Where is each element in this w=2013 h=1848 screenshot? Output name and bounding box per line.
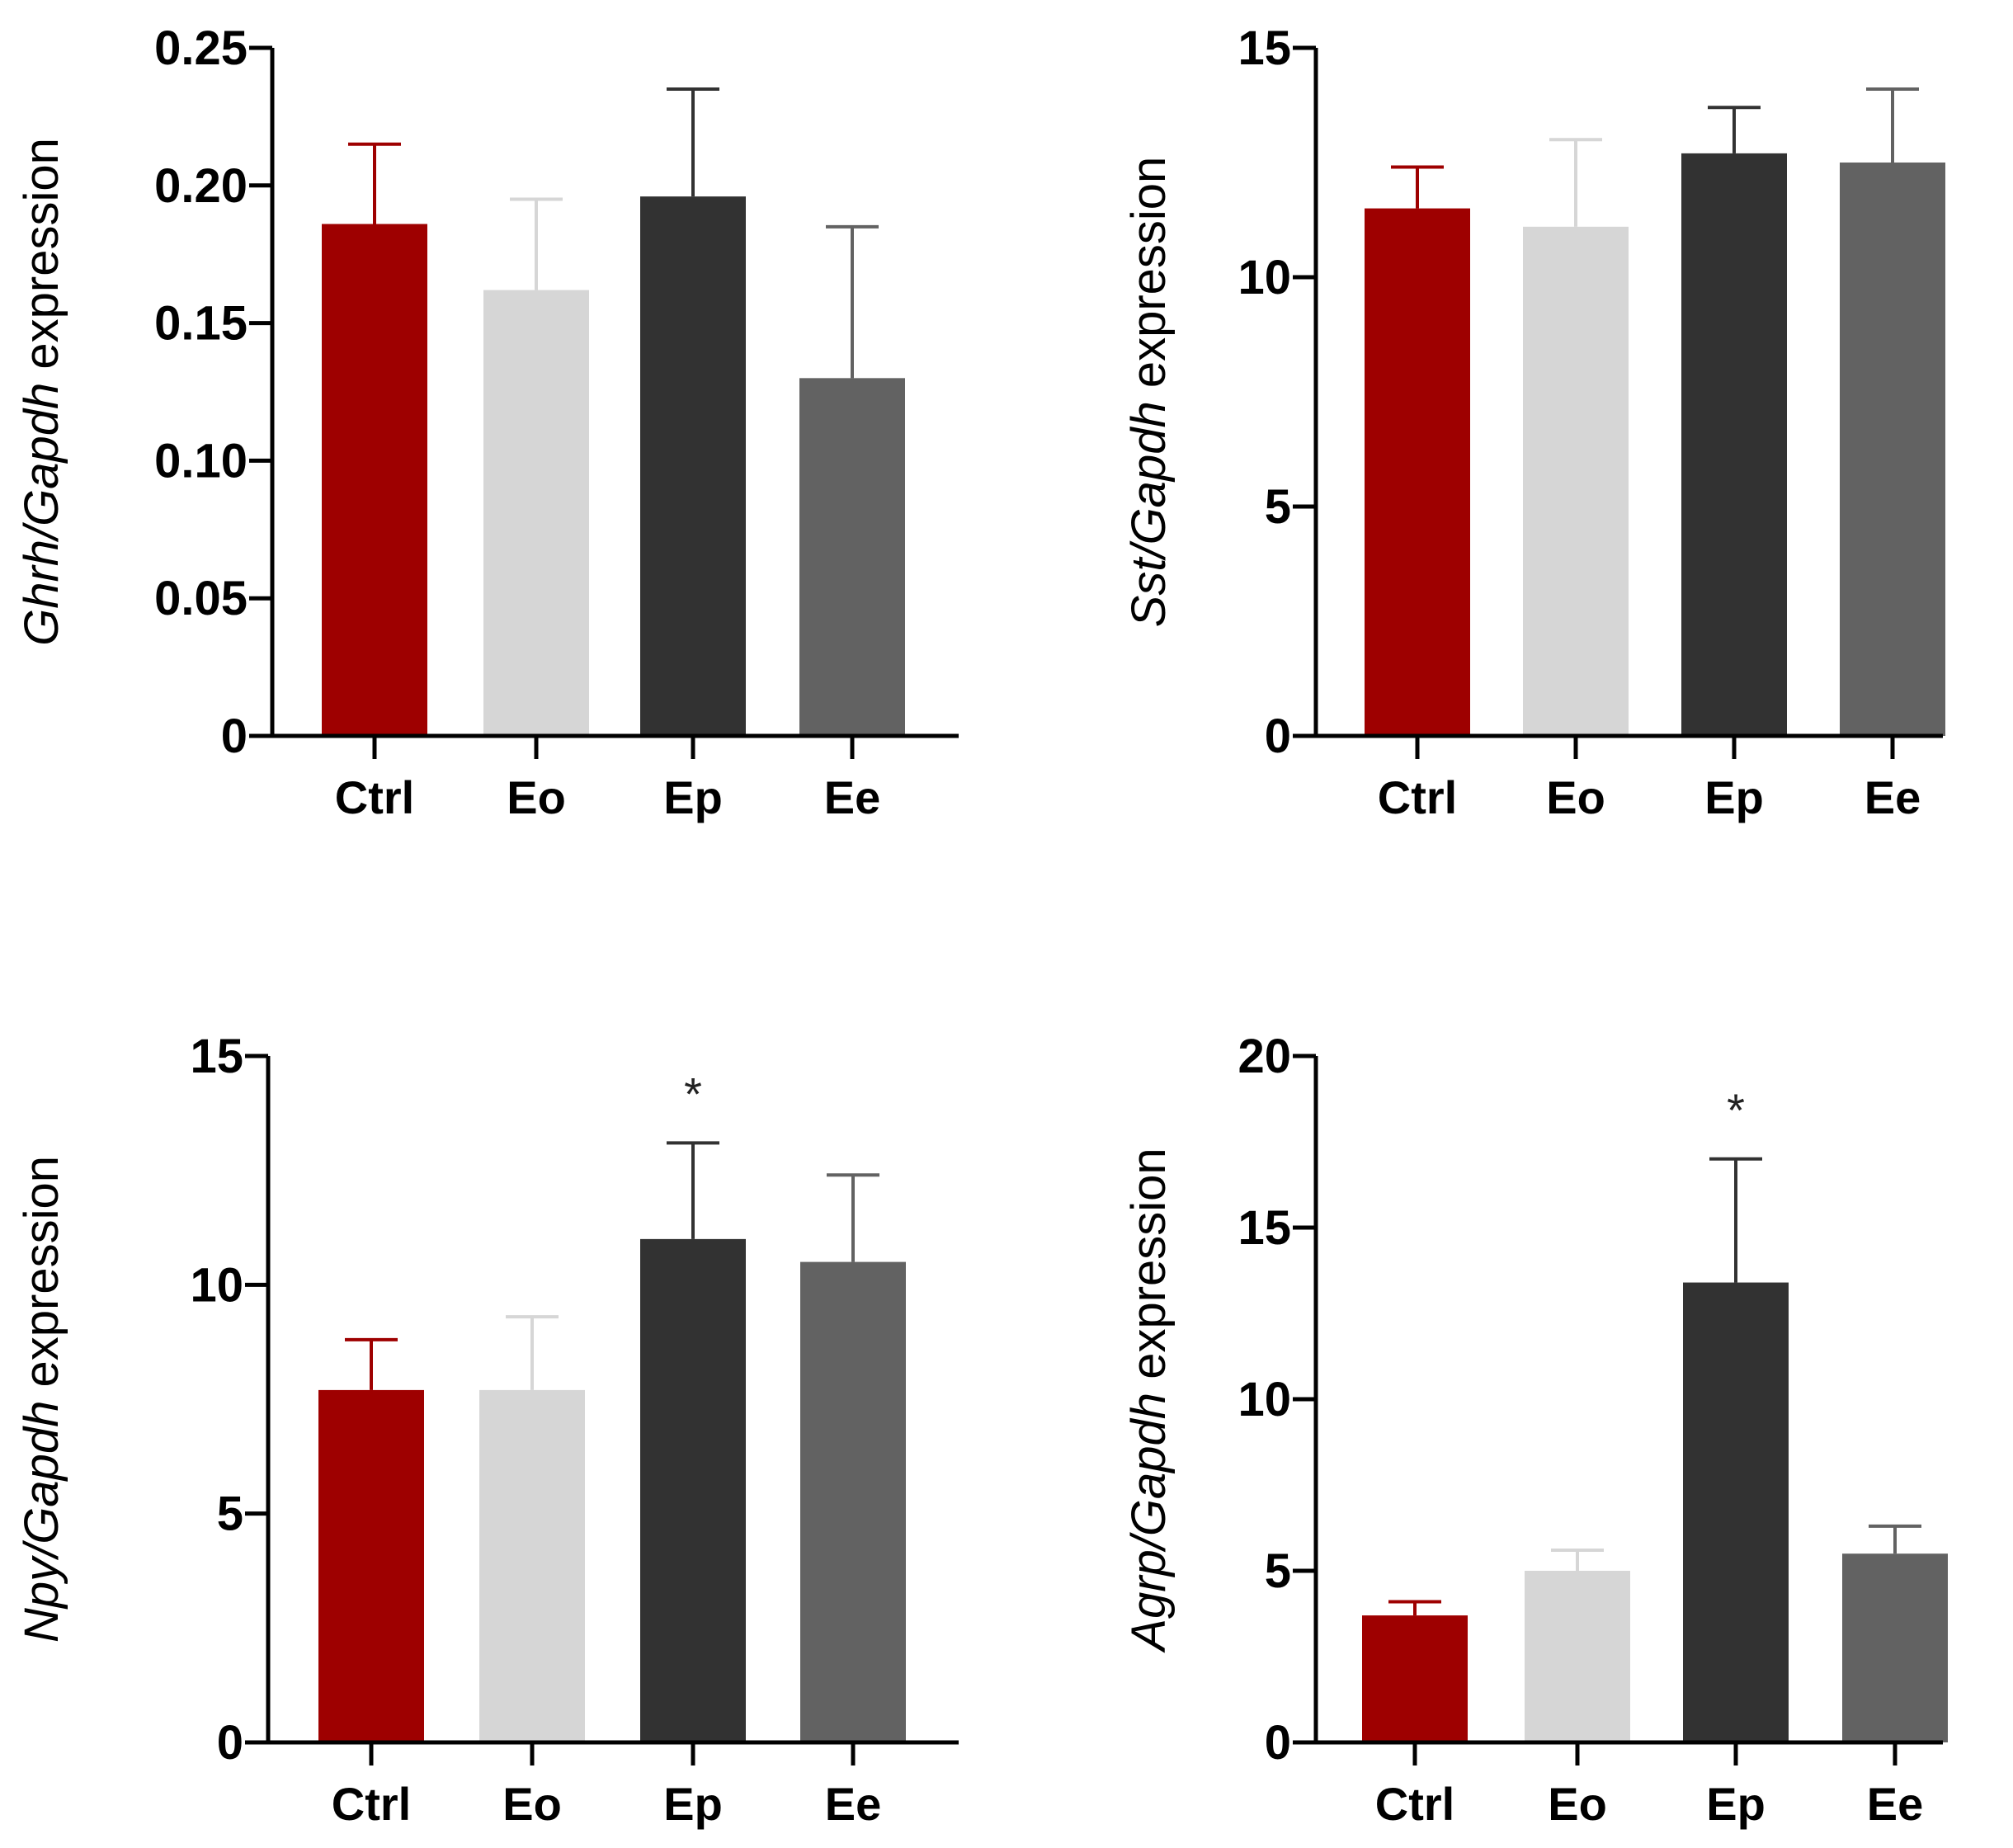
- y-axis-label-suffix: expression: [15, 138, 68, 383]
- x-tick-label-ee: Ee: [825, 1778, 882, 1830]
- bar-ctrl: [1362, 1615, 1468, 1742]
- bar-eo: [479, 1389, 585, 1742]
- y-axis-label-suffix: expression: [1122, 157, 1176, 402]
- bar-eo: [1525, 1571, 1630, 1742]
- y-axis-label-gene: Ghrh/Gapdh: [15, 383, 68, 646]
- y-tick-label: 0.20: [154, 159, 248, 213]
- x-tick-label-eo: Eo: [1546, 771, 1605, 823]
- y-axis-label-gene: Npy/Gapdh: [15, 1401, 68, 1643]
- bar-ctrl: [318, 1389, 424, 1742]
- x-tick-label-ee: Ee: [824, 771, 881, 823]
- bar-ctrl: [322, 224, 427, 736]
- chart-panel-agrp: Ctrl Eo * Ep Ee 0 5 10 15 20 Agrp/Gapdh expression: [1122, 1030, 1948, 1830]
- bar-ctrl: [1365, 208, 1470, 737]
- y-tick-label: 0: [1265, 710, 1291, 763]
- bar-ep: [640, 1238, 746, 1742]
- bar-ep: [640, 196, 746, 737]
- y-tick-label: 15: [1238, 21, 1291, 75]
- x-tick-label-ee: Ee: [1864, 771, 1921, 823]
- x-tick-label-ctrl: Ctrl: [335, 771, 414, 823]
- x-tick-label-ep: Ep: [663, 1778, 723, 1830]
- significance-marker: *: [684, 1068, 702, 1120]
- y-tick-label: 10: [1238, 251, 1291, 304]
- significance-marker: *: [1727, 1084, 1745, 1136]
- x-tick-label-ep: Ep: [663, 771, 723, 823]
- y-axis-label: Npy/Gapdh expression: [15, 1156, 68, 1643]
- y-tick-label: 10: [190, 1258, 243, 1312]
- x-tick-label-ep: Ep: [1706, 1778, 1766, 1830]
- y-tick-label: 5: [217, 1487, 243, 1541]
- y-tick-label: 0.15: [154, 297, 248, 351]
- chart-panel-npy: Ctrl Eo * Ep Ee 0 5 10 15 Npy/Gapdh expression: [15, 1030, 959, 1830]
- y-tick-label: 0: [221, 710, 248, 763]
- x-tick-label-eo: Eo: [502, 1778, 562, 1830]
- x-tick-label-eo: Eo: [507, 771, 566, 823]
- bar-ee: [1840, 163, 1945, 736]
- x-tick-label-ctrl: Ctrl: [1378, 771, 1457, 823]
- x-tick-label-ee: Ee: [1867, 1778, 1924, 1830]
- bar-ee: [800, 1261, 906, 1742]
- y-axis-label-suffix: expression: [15, 1156, 68, 1401]
- y-tick-label: 0.05: [154, 572, 248, 625]
- y-tick-label: 5: [1265, 1544, 1291, 1598]
- y-axis-label-gene: Agrp/Gapdh: [1122, 1393, 1176, 1653]
- y-tick-label: 0: [1265, 1716, 1291, 1770]
- y-tick-label: 20: [1238, 1030, 1291, 1083]
- bar-ee: [1842, 1553, 1948, 1742]
- y-tick-label: 5: [1265, 480, 1291, 534]
- y-axis-label: Ghrh/Gapdh expression: [15, 138, 68, 646]
- bar-ep: [1683, 1282, 1789, 1742]
- y-tick-label: 0.10: [154, 434, 248, 488]
- y-tick-label: 0: [217, 1716, 243, 1770]
- y-tick-label: 15: [1238, 1201, 1291, 1255]
- y-axis-label-gene: Sst/Gapdh: [1122, 401, 1176, 627]
- x-tick-label-ctrl: Ctrl: [1375, 1778, 1454, 1830]
- y-axis-label: Sst/Gapdh expression: [1122, 157, 1176, 628]
- y-tick-label: 15: [190, 1030, 243, 1083]
- x-tick-label-ep: Ep: [1704, 771, 1764, 823]
- bar-eo: [1523, 226, 1629, 737]
- x-tick-label-eo: Eo: [1548, 1778, 1607, 1830]
- bar-ep: [1681, 153, 1787, 736]
- bar-eo: [483, 290, 589, 736]
- y-tick-label: 0.25: [154, 21, 248, 75]
- y-axis-label: Agrp/Gapdh expression: [1122, 1148, 1176, 1652]
- y-tick-label: 10: [1238, 1373, 1291, 1426]
- y-axis-label-suffix: expression: [1122, 1148, 1176, 1393]
- x-tick-label-ctrl: Ctrl: [332, 1778, 411, 1830]
- bar-ee: [799, 378, 905, 736]
- chart-panel-ghrh: Ctrl Eo Ep Ee 0 0.05 0.10 0.15 0.20 0.25 Ghrh/Gapd…: [15, 21, 959, 823]
- chart-panel-sst: Ctrl Eo Ep Ee 0 5 10 15 Sst/Gapdh expression: [1122, 21, 1945, 823]
